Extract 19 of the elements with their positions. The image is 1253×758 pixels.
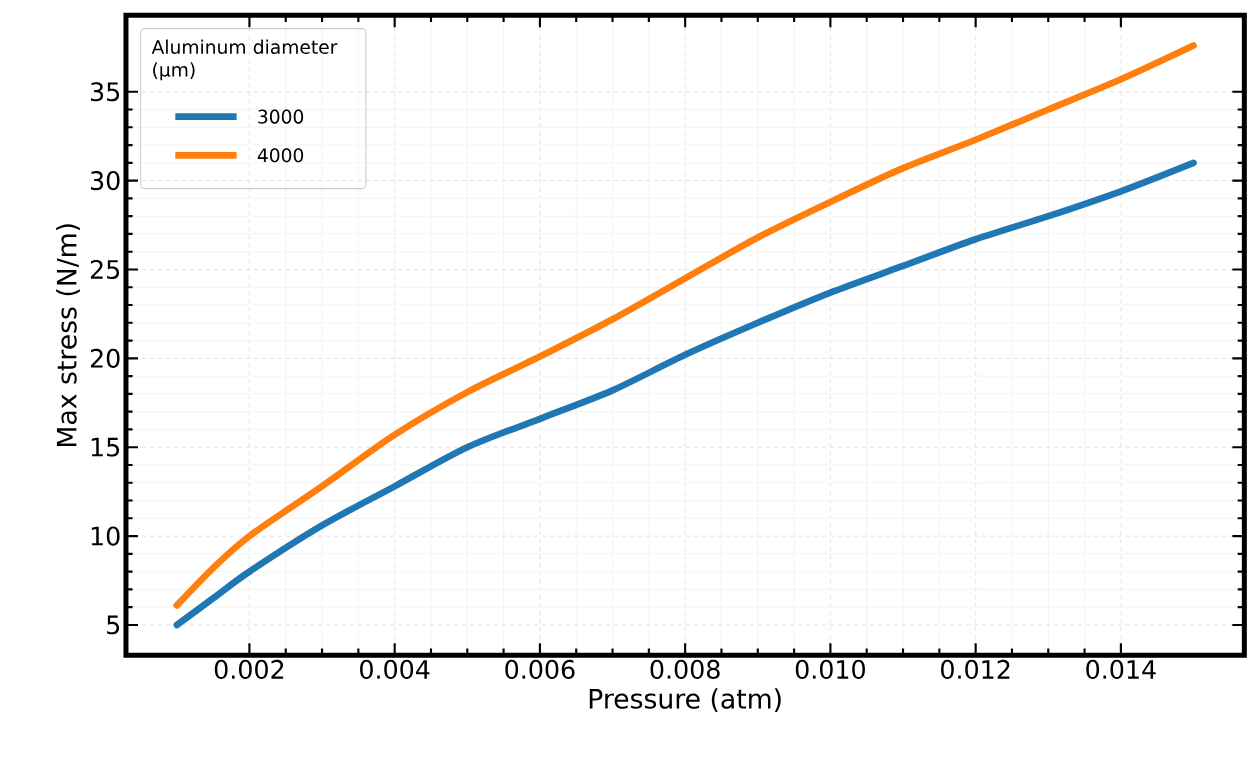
- x-tick-label: 0.008: [650, 659, 720, 680]
- y-tick-label: 15: [91, 437, 120, 457]
- legend-title: Aluminum diameter (µm): [151, 39, 338, 81]
- x-axis-title: Pressure (atm): [589, 688, 781, 713]
- x-tick-label: 0.010: [795, 659, 865, 680]
- y-tick-label: 35: [90, 82, 120, 102]
- y-tick-label: 5: [107, 615, 120, 635]
- y-axis-title: Max stress (N/m): [56, 224, 80, 447]
- x-tick-label: 0.014: [1086, 659, 1156, 680]
- y-tick-label: 30: [90, 171, 120, 191]
- x-tick-label: 0.002: [214, 659, 284, 680]
- y-tick-label: 20: [90, 348, 120, 369]
- y-tick-label: 10: [91, 526, 120, 546]
- legend-label: 3000: [258, 109, 304, 124]
- legend-label: 4000: [257, 148, 304, 163]
- y-tick-label: 25: [90, 260, 120, 280]
- x-tick-label: 0.004: [360, 659, 430, 680]
- x-tick-label: 0.012: [941, 659, 1010, 680]
- x-tick-label: 0.006: [505, 659, 575, 680]
